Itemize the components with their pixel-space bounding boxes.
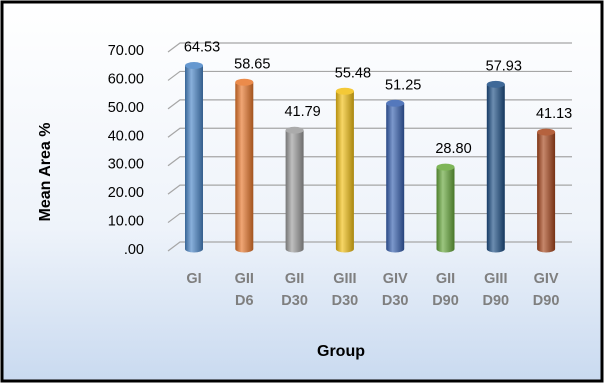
data-label: 41.13 bbox=[536, 106, 572, 122]
bar-body bbox=[386, 103, 405, 253]
x-tick-label: GIII bbox=[333, 271, 356, 287]
y-tick-label: 70.00 bbox=[108, 43, 144, 59]
data-labels: 64.53 58.65 41.79 55.48 51.25 28.80 57.93 41.13 bbox=[184, 40, 572, 158]
x-tick-label: D90 bbox=[432, 293, 459, 309]
data-label: 64.53 bbox=[184, 40, 220, 56]
bar-top bbox=[185, 62, 203, 70]
bar-top bbox=[235, 78, 254, 86]
data-label: 57.93 bbox=[486, 58, 522, 74]
data-label: 58.65 bbox=[234, 56, 270, 72]
data-label: 28.80 bbox=[435, 141, 471, 157]
y-axis-title: Mean Area % bbox=[37, 123, 54, 222]
x-tick-label: GII bbox=[285, 271, 304, 287]
bar-top bbox=[436, 163, 455, 171]
x-tick-label: GII bbox=[235, 271, 254, 287]
gridline bbox=[167, 42, 572, 53]
x-tick-label: D6 bbox=[235, 293, 254, 309]
y-tick-label: 50.00 bbox=[108, 100, 144, 116]
gridline bbox=[167, 99, 572, 110]
bar-top bbox=[335, 87, 354, 95]
x-tick-label: D90 bbox=[482, 293, 509, 309]
y-tick-label: .00 bbox=[124, 242, 144, 258]
x-tick-label: D30 bbox=[281, 293, 308, 309]
x-tick-label: GI bbox=[186, 271, 201, 287]
gridline bbox=[167, 127, 572, 138]
x-axis-ticks: GI GII D6 GII D30 GIII D30 GIV D30 GII D90 GIII D90 G… bbox=[186, 271, 559, 309]
x-tick-label: GIII bbox=[484, 271, 507, 287]
x-tick-label: D90 bbox=[533, 293, 560, 309]
bar-body bbox=[285, 130, 304, 253]
data-label: 51.25 bbox=[385, 77, 421, 93]
y-tick-label: 60.00 bbox=[108, 71, 144, 87]
data-label: 55.48 bbox=[335, 65, 371, 81]
bar-body bbox=[537, 132, 556, 253]
bar bbox=[335, 87, 354, 253]
bar-body bbox=[486, 84, 505, 253]
bar bbox=[185, 62, 203, 253]
x-axis-title: Group bbox=[317, 343, 365, 360]
bar bbox=[235, 78, 254, 253]
bar-top bbox=[386, 99, 405, 107]
x-tick-label: GIV bbox=[383, 271, 408, 287]
x-tick-label: GII bbox=[436, 271, 455, 287]
gridline bbox=[167, 70, 572, 81]
y-tick-label: 30.00 bbox=[108, 157, 144, 173]
bar-top bbox=[486, 80, 505, 88]
data-label: 41.79 bbox=[284, 104, 320, 120]
bar bbox=[486, 80, 505, 253]
bars bbox=[185, 62, 556, 253]
bar bbox=[537, 128, 556, 253]
bar bbox=[436, 163, 455, 253]
x-tick-label: GIV bbox=[534, 271, 559, 287]
x-tick-label: D30 bbox=[382, 293, 409, 309]
bar-top bbox=[285, 126, 304, 134]
bar bbox=[386, 99, 405, 253]
x-tick-label: D30 bbox=[332, 293, 359, 309]
y-axis-ticks: .00 10.00 20.00 30.00 40.00 50.00 60.00 70.00 bbox=[108, 43, 144, 258]
y-tick-label: 20.00 bbox=[108, 185, 144, 201]
gridline bbox=[167, 156, 572, 167]
bar bbox=[285, 126, 304, 253]
y-tick-label: 10.00 bbox=[108, 214, 144, 230]
y-tick-label: 40.00 bbox=[108, 128, 144, 144]
bar-body bbox=[235, 82, 254, 253]
bar-top bbox=[537, 128, 556, 136]
bar-body bbox=[335, 91, 354, 253]
bar-body bbox=[185, 65, 203, 253]
bar-body bbox=[436, 167, 455, 253]
